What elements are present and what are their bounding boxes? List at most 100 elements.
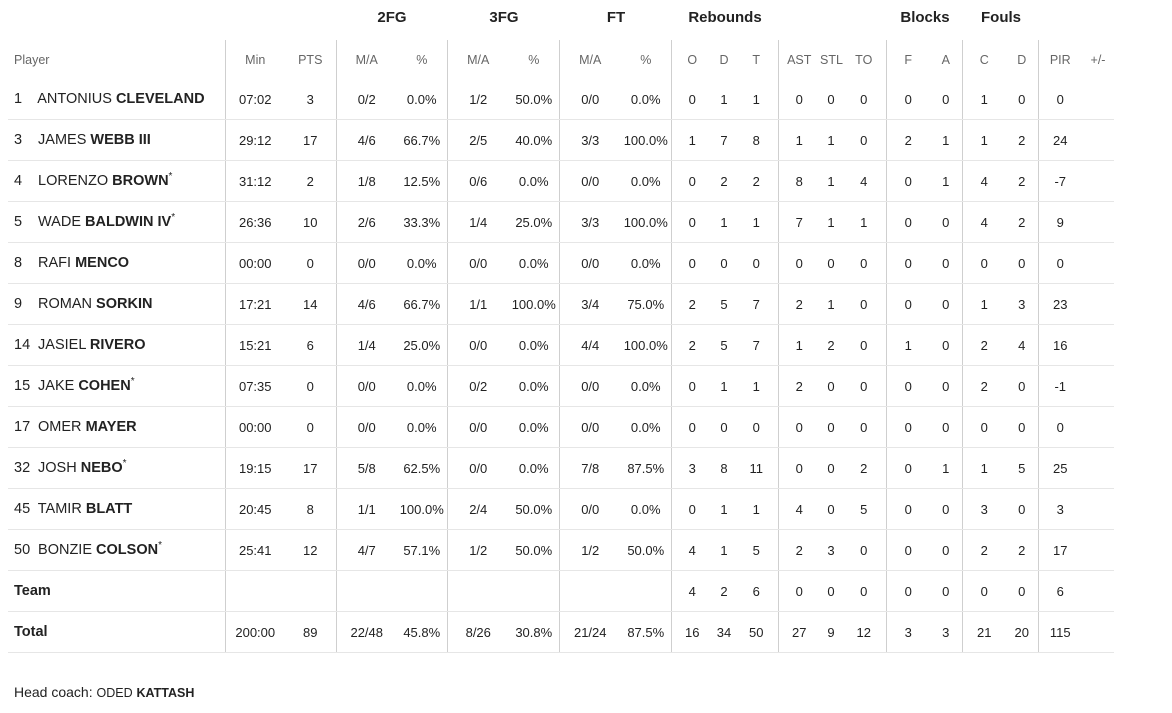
col-header-ast: AST bbox=[777, 40, 820, 79]
group-header-ft: FT bbox=[606, 9, 626, 26]
stat-blk-f: 0 bbox=[885, 201, 930, 243]
stat-ft-pct: 0.0% bbox=[621, 406, 671, 448]
player-first-name: BONZIE bbox=[38, 542, 93, 558]
player-cell: 1 ANTONIUS CLEVELAND bbox=[8, 79, 225, 120]
player-number: 4 bbox=[14, 173, 23, 189]
stat-reb-o: 1 bbox=[670, 119, 713, 161]
player-last-name: CLEVELAND bbox=[115, 91, 205, 107]
table-row: 8 RAFI MENCO 00:00 0 0/0 0.0% 0/0 0.0% 0/0 0.0% 0… bbox=[8, 242, 1114, 284]
head-coach-label: Head coach: bbox=[14, 684, 93, 700]
stat-fg2-pct: 0.0% bbox=[397, 242, 447, 284]
stat-plusminus bbox=[1082, 324, 1114, 366]
stat-to: 1 bbox=[842, 201, 886, 243]
stat-fg3-pct: 30.8% bbox=[509, 611, 559, 653]
col-header-foul-d: D bbox=[1017, 52, 1027, 67]
stat-ast: 0 bbox=[777, 79, 820, 120]
stat-ft-ma: 3/4 bbox=[558, 283, 621, 325]
stat-pir: 16 bbox=[1037, 324, 1082, 366]
stat-pts: 17 bbox=[285, 447, 336, 489]
stat-foul-d: 4 bbox=[1006, 324, 1038, 366]
stat-pir: 23 bbox=[1037, 283, 1082, 325]
stat-reb-o: 4 bbox=[670, 570, 713, 612]
col-header-2fg-pct: % bbox=[416, 52, 428, 67]
stat-stl: 0 bbox=[820, 570, 842, 612]
player-number: 15 bbox=[14, 378, 31, 394]
stat-fg2-ma: 4/6 bbox=[335, 283, 397, 325]
stat-reb-t: 7 bbox=[735, 324, 778, 366]
player-cell: 9 ROMAN SORKIN bbox=[8, 283, 225, 325]
stat-fg2-pct: 66.7% bbox=[397, 119, 447, 161]
stat-min: 07:35 bbox=[224, 365, 285, 407]
stat-plusminus bbox=[1082, 611, 1114, 653]
stat-pir: 3 bbox=[1037, 488, 1082, 530]
stat-ft-ma: 0/0 bbox=[558, 242, 621, 284]
stat-plusminus bbox=[1082, 488, 1114, 530]
stat-fg2-pct: 62.5% bbox=[397, 447, 447, 489]
stat-reb-t: 6 bbox=[735, 570, 778, 612]
stat-fg2-pct: 0.0% bbox=[397, 365, 447, 407]
stat-fg3-ma: 0/6 bbox=[446, 160, 509, 202]
stat-foul-d: 2 bbox=[1006, 160, 1038, 202]
stat-min: 15:21 bbox=[224, 324, 285, 366]
stat-fg3-ma: 2/5 bbox=[446, 119, 509, 161]
player-cell: 45 TAMIR BLATT bbox=[8, 488, 225, 530]
total-row-label: Total bbox=[14, 624, 48, 640]
group-header-2fg: 2FG bbox=[377, 9, 407, 26]
stat-plusminus bbox=[1082, 447, 1114, 489]
stat-reb-d: 1 bbox=[713, 201, 735, 243]
stat-reb-o: 16 bbox=[670, 611, 713, 653]
col-header-ft-pct: % bbox=[640, 52, 652, 67]
player-cell: 15 JAKE COHEN* bbox=[8, 365, 225, 407]
stat-fg3-pct: 0.0% bbox=[509, 447, 559, 489]
player-last-name: COLSON bbox=[96, 542, 159, 558]
stat-reb-t: 50 bbox=[735, 611, 778, 653]
stat-ft-pct: 50.0% bbox=[621, 529, 671, 571]
stat-fg3-ma: 2/4 bbox=[446, 488, 509, 530]
stat-fg3-ma: 1/4 bbox=[446, 201, 509, 243]
stat-to: 0 bbox=[842, 242, 886, 284]
stat-blk-f: 0 bbox=[885, 406, 930, 448]
stat-min: 25:41 bbox=[224, 529, 285, 571]
stat-pts: 89 bbox=[285, 611, 336, 653]
stat-plusminus bbox=[1082, 79, 1114, 120]
stat-reb-t: 5 bbox=[735, 529, 778, 571]
stat-blk-a: 0 bbox=[930, 242, 962, 284]
stat-min: 07:02 bbox=[224, 79, 285, 120]
team-row-label: Team bbox=[14, 583, 51, 599]
stat-to: 0 bbox=[842, 324, 886, 366]
player-last-name: WEBB III bbox=[90, 132, 151, 148]
stat-reb-d: 1 bbox=[713, 365, 735, 407]
group-header-rebounds: Rebounds bbox=[688, 9, 762, 26]
stat-fg3-pct: 0.0% bbox=[509, 324, 559, 366]
stat-fg3-ma: 0/2 bbox=[446, 365, 509, 407]
stat-blk-f: 0 bbox=[885, 160, 930, 202]
stat-reb-t: 1 bbox=[735, 201, 778, 243]
stat-ast: 1 bbox=[777, 119, 820, 161]
stat-plusminus bbox=[1082, 160, 1114, 202]
col-header-foul-c: C bbox=[961, 40, 1006, 79]
stat-fg2-pct: 57.1% bbox=[397, 529, 447, 571]
stat-to: 4 bbox=[842, 160, 886, 202]
stat-blk-a: 0 bbox=[930, 406, 962, 448]
player-cell: 3 JAMES WEBB III bbox=[8, 119, 225, 161]
col-header-reb-t: T bbox=[752, 52, 761, 67]
table-row: 5 WADE BALDWIN IV* 26:36 10 2/6 33.3% 1/4 25.0… bbox=[8, 201, 1114, 243]
stat-to: 5 bbox=[842, 488, 886, 530]
stat-pir: 115 bbox=[1037, 611, 1082, 653]
player-number: 9 bbox=[14, 296, 23, 312]
stat-fg2-pct: 33.3% bbox=[397, 201, 447, 243]
stat-ft-ma: 0/0 bbox=[558, 160, 621, 202]
stat-foul-c: 4 bbox=[961, 201, 1006, 243]
stat-pts: 0 bbox=[285, 406, 336, 448]
player-cell: 4 LORENZO BROWN* bbox=[8, 160, 225, 202]
stat-foul-d: 2 bbox=[1006, 119, 1038, 161]
stat-ft-ma: 1/2 bbox=[558, 529, 621, 571]
stat-ft-ma: 0/0 bbox=[558, 365, 621, 407]
stat-reb-t: 7 bbox=[735, 283, 778, 325]
stat-foul-d: 0 bbox=[1006, 406, 1038, 448]
player-first-name: ANTONIUS bbox=[37, 91, 112, 107]
stat-ft-pct: 0.0% bbox=[621, 79, 671, 120]
stat-fg2-ma: 0/2 bbox=[335, 79, 397, 120]
player-cell: 14 JASIEL RIVERO bbox=[8, 324, 225, 366]
stat-min: 26:36 bbox=[224, 201, 285, 243]
